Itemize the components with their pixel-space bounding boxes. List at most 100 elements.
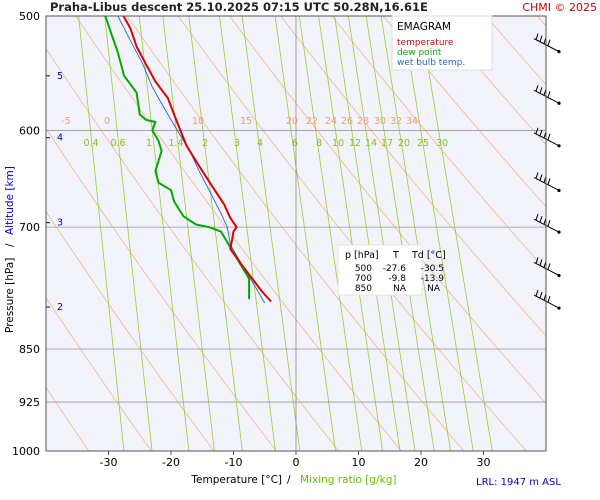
wind-barb-flag <box>539 259 543 266</box>
wind-barb-flag <box>535 214 539 221</box>
dry-adiabat-line <box>126 16 465 451</box>
wind-barb-flag <box>547 39 551 46</box>
x-tick-label: -10 <box>225 456 243 469</box>
mixing-ratio-label: 1 <box>146 138 152 149</box>
mixing-ratio-label: 0.4 <box>83 138 98 149</box>
mixing-ratio-label: 25 <box>417 138 429 149</box>
x-axis-label-mixing-ratio: Mixing ratio [g/kg] <box>300 474 396 486</box>
mixing-ratio-label: 10 <box>332 138 344 149</box>
table-row: 850 NA NA <box>355 284 441 294</box>
wind-barb-flag <box>547 91 551 98</box>
table-cell: NA <box>427 284 441 294</box>
wind-barb-flag <box>535 172 539 179</box>
isotherm-label: 30 <box>374 116 386 127</box>
wind-barb-dot <box>557 188 561 193</box>
dry-adiabat-line <box>229 16 546 405</box>
wind-barb-dot <box>557 273 561 278</box>
y-axis-label-separator: / <box>4 243 16 247</box>
isotherm-label: 15 <box>240 116 252 127</box>
y-axis-label-altitude: Altitude [km] <box>4 166 16 235</box>
mixing-ratio-line <box>380 16 451 451</box>
table-cell: 700 <box>355 274 372 284</box>
legend-item-wet-bulb: wet bulb temp. <box>397 58 465 68</box>
wind-barb-dot <box>557 101 561 105</box>
mixing-ratio-label: 6 <box>292 138 298 149</box>
wind-barb-flag <box>547 263 551 270</box>
isotherm-label: 26 <box>341 116 353 127</box>
wind-barb-flag <box>535 85 539 92</box>
pressure-tick-label: 600 <box>19 124 40 137</box>
legend-item-temperature: temperature <box>397 38 454 48</box>
x-tick-label: 20 <box>414 456 428 469</box>
chart-title: Praha-Libus descent 25.10.2025 07:15 UTC… <box>50 0 428 14</box>
isotherm-label: 10 <box>192 116 204 127</box>
wind-barb-flag <box>539 216 543 223</box>
dry-adiabat-line <box>280 16 546 337</box>
pressure-tick-label: 500 <box>19 10 40 23</box>
wind-barb-flag <box>539 129 543 136</box>
x-axis-label-temperature: Temperature [°C] <box>190 474 282 486</box>
x-axis-label-separator: / <box>287 474 291 486</box>
mixing-ratio-label: 3 <box>234 138 240 149</box>
mixing-ratio-line <box>104 16 153 451</box>
mixing-ratio-label: 2 <box>202 138 208 149</box>
wind-barb-dot <box>557 230 561 234</box>
mixing-ratio-label: 4 <box>257 138 263 149</box>
isotherm-label: 22 <box>306 116 318 127</box>
mixing-ratio-label: 12 <box>349 138 361 149</box>
legend-item-dew-point: dew point <box>397 48 442 58</box>
wind-barb-dot <box>557 306 561 310</box>
series-line-temperature <box>122 16 272 303</box>
wind-barb-flag <box>539 291 543 299</box>
mixing-ratio-label: 1.4 <box>168 138 183 149</box>
altitude-tick-label: 3 <box>57 218 63 229</box>
x-tick-label: -20 <box>162 456 180 469</box>
wind-barb-dot <box>557 50 561 54</box>
pressure-tick-label: 925 <box>19 396 40 409</box>
table-header-p: p [hPa] <box>345 250 379 261</box>
mixing-ratio-line <box>419 16 493 451</box>
mixing-ratio-line <box>274 16 336 451</box>
table-cell: -9.8 <box>388 274 406 284</box>
dry-adiabat-line <box>434 16 546 146</box>
wind-barb-flag <box>535 257 539 264</box>
mixing-ratio-line <box>162 16 215 451</box>
station-altitude: LRL: 1947 m ASL <box>476 477 561 488</box>
table-cell: -27.6 <box>383 264 407 274</box>
mixing-ratio-line <box>318 16 383 451</box>
grid-layer: -5 0 10 15 20 22 24 26 28 30 32 340.4 0.6 1 1.4 2 3 4 6 8 10… <box>46 16 546 451</box>
mixing-ratio-line <box>138 16 190 451</box>
dry-adiabat-line <box>46 386 90 451</box>
mixing-ratio-line <box>365 16 435 451</box>
table-cell: -13.9 <box>421 274 445 284</box>
wind-barb-flag <box>547 133 551 140</box>
wind-barb-flag <box>535 33 539 40</box>
legend-box <box>391 15 493 71</box>
x-tick-label: 0 <box>293 456 300 469</box>
wind-barb-flag <box>539 174 543 181</box>
isotherm-label: 32 <box>390 116 402 127</box>
table-cell: NA <box>393 284 407 294</box>
mixing-ratio-line <box>78 16 125 451</box>
mixing-ratio-label: 17 <box>381 138 393 149</box>
dry-adiabat-line <box>383 16 546 208</box>
mixing-ratio-label: 14 <box>365 138 377 149</box>
isotherm-label: 24 <box>325 116 337 127</box>
pressure-tick-label: 850 <box>19 343 40 356</box>
isotherm-label: 20 <box>286 116 298 127</box>
y-axis-label-pressure: Pressure [hPa] <box>4 258 16 333</box>
altitude-tick-label: 5 <box>57 71 63 82</box>
table-cell: -30.5 <box>421 264 444 274</box>
series-layer <box>104 16 272 304</box>
mixing-ratio-line <box>188 16 243 451</box>
series-line-dew-point <box>104 16 251 300</box>
altitude-tick-label: 4 <box>57 133 63 144</box>
mixing-ratio-label: 8 <box>316 138 322 149</box>
dry-adiabat-line <box>75 16 402 451</box>
table-header-td: Td [°C] <box>411 250 446 261</box>
isotherm-label: 34 <box>406 116 418 127</box>
dry-adiabat-line <box>331 16 546 271</box>
wind-barb-flag <box>547 220 551 227</box>
x-tick-label: 10 <box>352 456 366 469</box>
